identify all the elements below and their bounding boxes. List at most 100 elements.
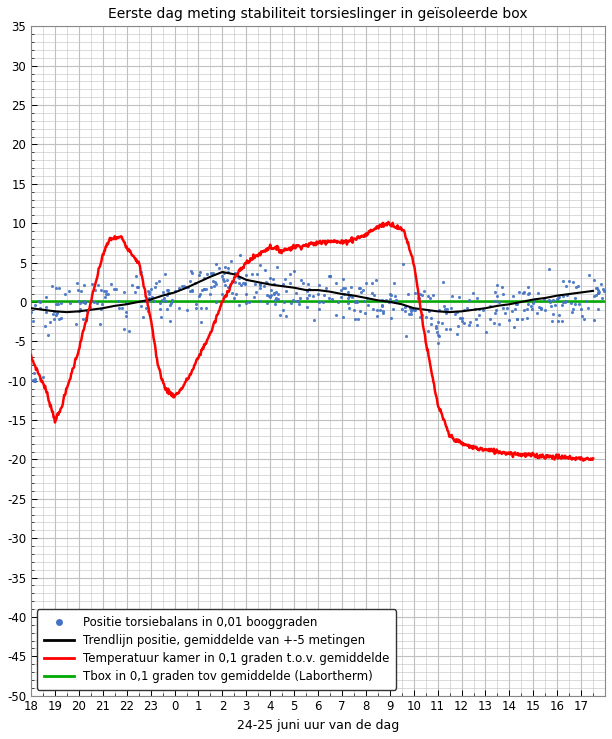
Point	[548, 308, 558, 320]
Point	[238, 277, 248, 289]
Point	[372, 304, 382, 316]
Point	[331, 309, 341, 321]
Point	[255, 296, 265, 307]
Point	[401, 330, 411, 341]
Point	[185, 275, 195, 287]
Point	[140, 296, 150, 307]
Point	[195, 287, 204, 299]
Point	[579, 313, 589, 325]
Point	[288, 294, 298, 306]
Point	[34, 296, 43, 307]
Point	[147, 291, 157, 303]
Point	[400, 305, 409, 317]
Point	[378, 294, 387, 306]
Point	[410, 304, 420, 316]
Point	[212, 278, 222, 290]
Point	[29, 367, 39, 379]
Point	[389, 304, 398, 316]
Point	[440, 303, 450, 315]
Point	[304, 290, 314, 302]
Point	[532, 307, 542, 319]
Point	[559, 275, 569, 287]
Point	[438, 276, 448, 288]
Point	[110, 284, 119, 296]
Point	[106, 278, 116, 290]
Point	[201, 302, 211, 314]
Point	[85, 296, 95, 308]
Point	[491, 304, 501, 316]
Point	[423, 325, 433, 337]
Point	[149, 295, 159, 307]
Point	[368, 302, 378, 314]
Point	[425, 292, 435, 304]
Point	[29, 375, 39, 386]
Point	[235, 263, 245, 275]
Point	[269, 287, 279, 299]
Point	[546, 300, 556, 312]
Point	[390, 290, 400, 302]
Point	[403, 288, 412, 300]
Point	[174, 302, 184, 314]
Point	[75, 303, 84, 315]
Point	[565, 297, 575, 309]
Point	[364, 299, 373, 311]
Point	[544, 263, 554, 275]
Point	[242, 297, 252, 309]
Point	[406, 302, 416, 314]
Title: Eerste dag meting stabiliteit torsieslinger in geïsoleerde box: Eerste dag meting stabiliteit torsieslin…	[108, 7, 528, 21]
Point	[278, 304, 288, 316]
Point	[426, 313, 436, 324]
Point	[209, 280, 219, 292]
Point	[591, 289, 600, 301]
Point	[561, 295, 571, 307]
Point	[472, 292, 482, 304]
Point	[133, 281, 143, 293]
Point	[523, 312, 532, 324]
Point	[64, 285, 74, 296]
Point	[80, 296, 89, 308]
Point	[142, 296, 152, 307]
Point	[417, 310, 427, 321]
Point	[264, 272, 274, 284]
Point	[544, 294, 554, 306]
Point	[465, 294, 474, 306]
Point	[573, 298, 583, 310]
Point	[406, 304, 416, 316]
Point	[390, 295, 400, 307]
Point	[391, 294, 401, 306]
Point	[553, 315, 563, 327]
Point	[50, 305, 59, 317]
Point	[452, 306, 461, 318]
Point	[310, 314, 319, 326]
Point	[240, 276, 250, 288]
Point	[592, 282, 602, 294]
Point	[82, 305, 92, 317]
Point	[96, 285, 106, 296]
Point	[513, 286, 523, 298]
Point	[56, 297, 65, 309]
Legend: Positie torsiebalans in 0,01 booggraden, Trendlijn positie, gemiddelde van +-5 m: Positie torsiebalans in 0,01 booggraden,…	[37, 610, 397, 689]
Point	[375, 304, 385, 316]
Point	[186, 265, 196, 276]
Point	[591, 282, 600, 294]
Point	[573, 281, 583, 293]
Point	[353, 313, 362, 324]
Point	[321, 282, 330, 294]
Point	[433, 330, 443, 341]
Point	[250, 279, 259, 290]
Point	[227, 287, 237, 299]
Point	[367, 277, 377, 289]
Point	[360, 277, 370, 289]
Point	[195, 270, 204, 282]
Point	[498, 302, 508, 314]
Point	[425, 304, 435, 316]
Point	[355, 282, 365, 294]
Point	[197, 285, 207, 296]
Point	[419, 285, 429, 297]
Point	[92, 297, 102, 309]
Point	[472, 319, 482, 331]
Point	[54, 282, 64, 293]
Point	[96, 303, 106, 315]
Point	[414, 292, 424, 304]
Point	[255, 282, 265, 294]
